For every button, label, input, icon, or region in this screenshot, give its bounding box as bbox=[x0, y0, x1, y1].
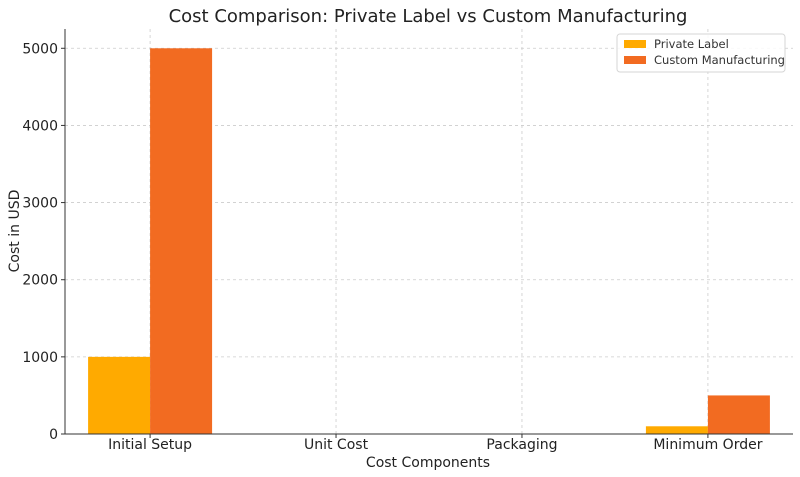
bar-private-label bbox=[645, 426, 708, 434]
y-tick-label: 1000 bbox=[22, 350, 58, 366]
x-tick-label: Minimum Order bbox=[653, 437, 762, 453]
bars bbox=[88, 48, 770, 435]
x-tick-label: Unit Cost bbox=[304, 437, 369, 453]
legend-label: Private Label bbox=[654, 37, 729, 51]
y-tick-label: 4000 bbox=[22, 118, 58, 134]
y-tick-label: 0 bbox=[49, 427, 58, 443]
chart-title: Cost Comparison: Private Label vs Custom… bbox=[169, 6, 688, 27]
legend: Private Label Custom Manufacturing bbox=[616, 33, 786, 73]
y-axis-title: Cost in USD bbox=[7, 190, 23, 273]
legend-swatch bbox=[624, 40, 646, 48]
y-tick-label: 2000 bbox=[22, 273, 58, 289]
x-axis-title: Cost Components bbox=[366, 455, 490, 471]
legend-label: Custom Manufacturing bbox=[654, 53, 785, 67]
legend-swatch bbox=[624, 56, 646, 64]
bar-custom-manufacturing bbox=[707, 395, 770, 434]
x-tick-label: Packaging bbox=[486, 437, 557, 453]
bar-private-label bbox=[88, 356, 151, 434]
legend-box bbox=[616, 33, 786, 73]
axes bbox=[61, 29, 793, 438]
y-tick-label: 3000 bbox=[22, 196, 58, 212]
tick-labels: 0 1000 2000 3000 4000 5000 Initial Setup Unit C… bbox=[22, 41, 762, 453]
x-tick-label: Initial Setup bbox=[108, 437, 192, 453]
bar-custom-manufacturing bbox=[150, 48, 213, 435]
y-tick-label: 5000 bbox=[22, 41, 58, 57]
